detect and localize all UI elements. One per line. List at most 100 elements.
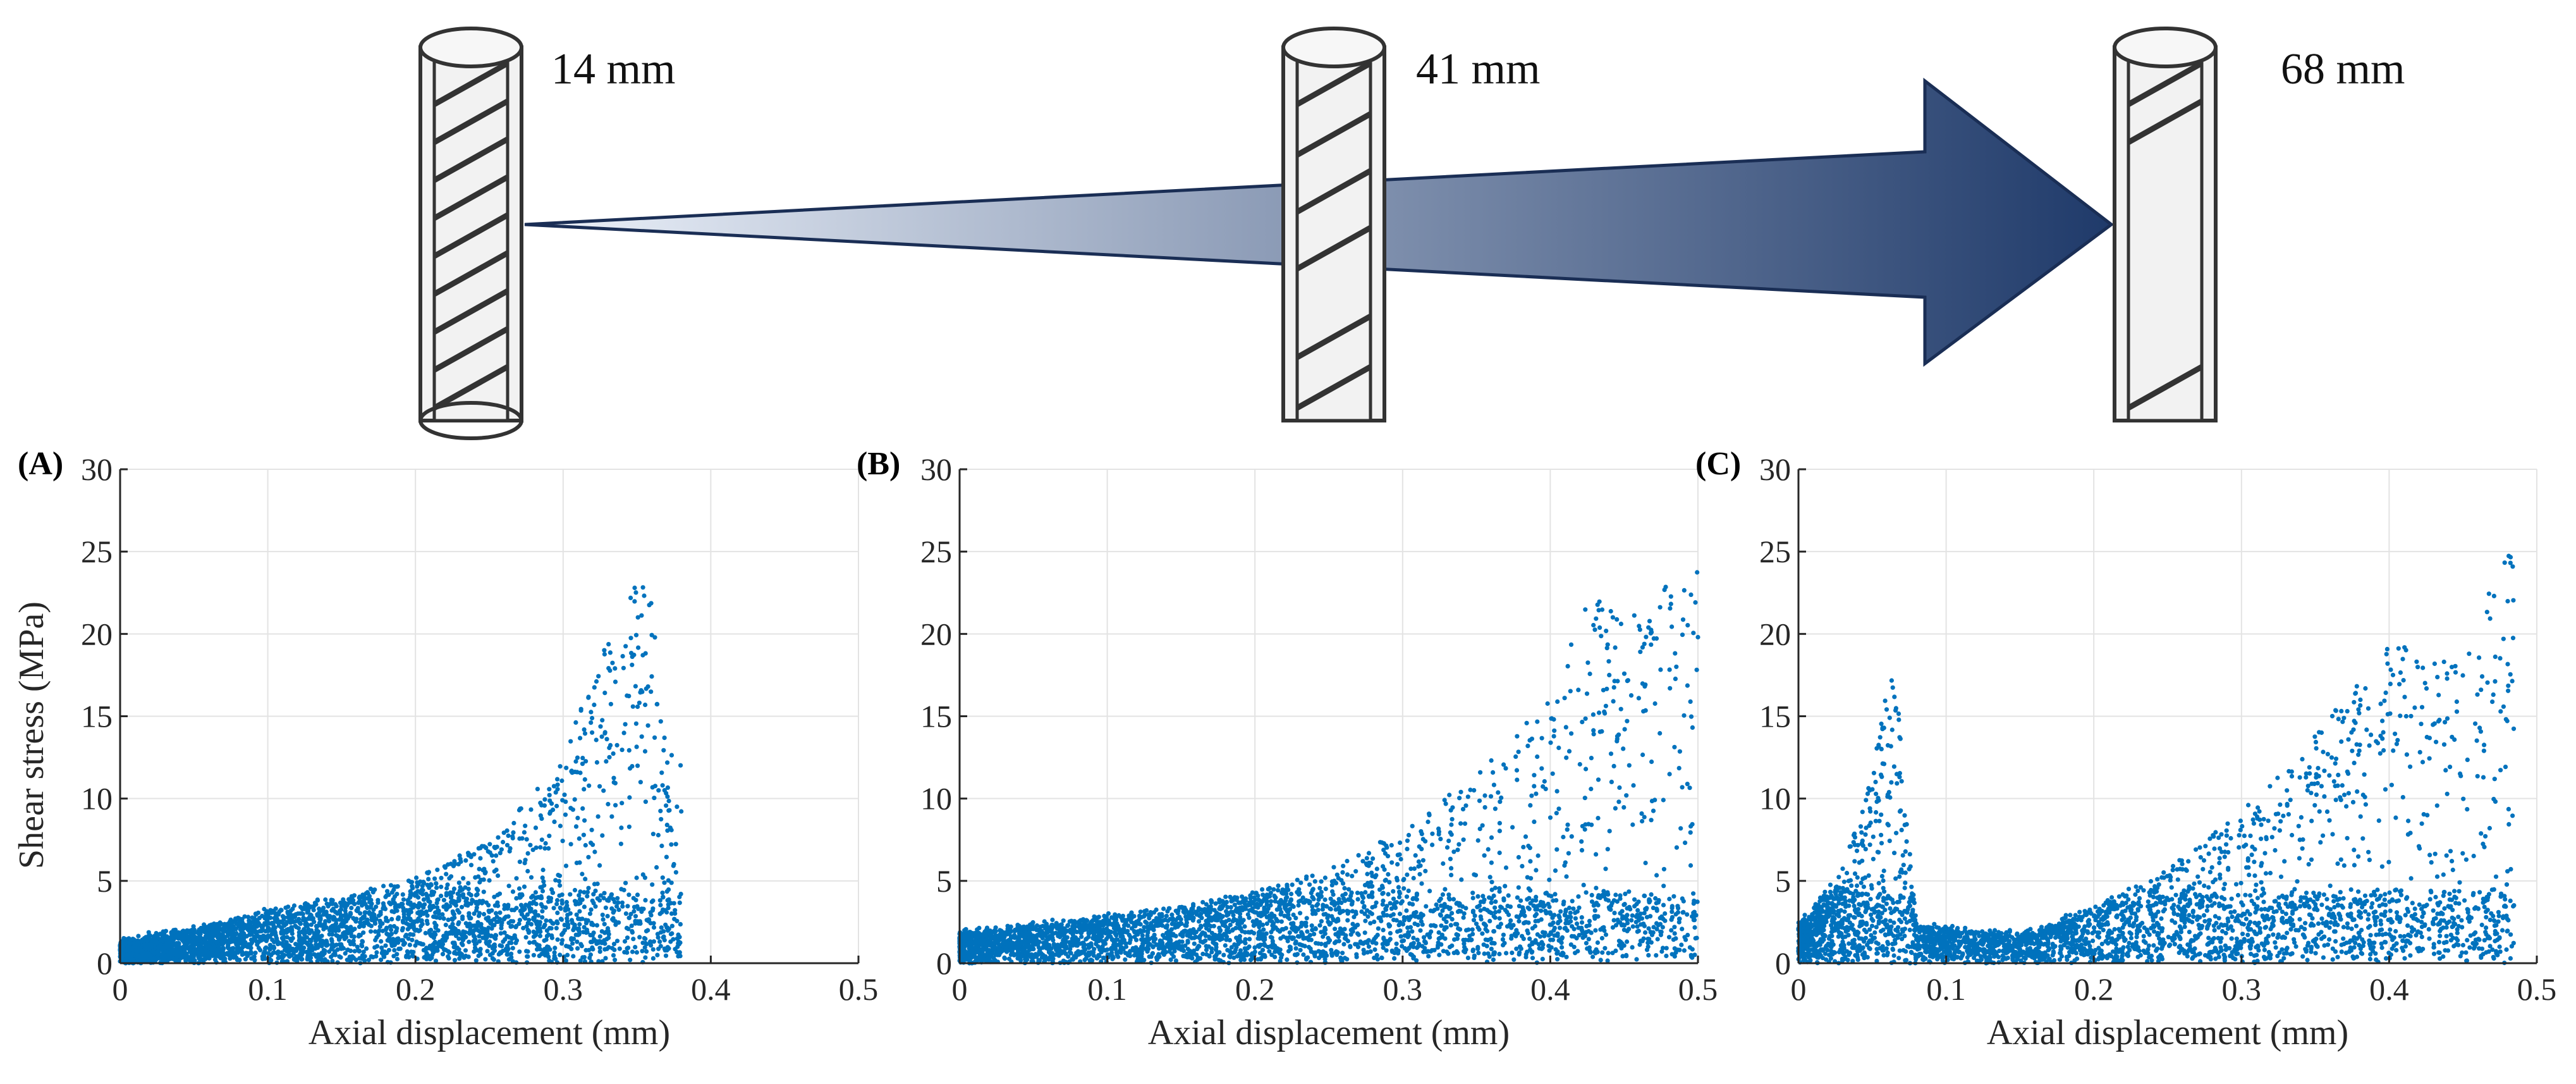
data-point (537, 953, 542, 958)
data-point (456, 928, 461, 933)
data-point (1345, 872, 1350, 877)
data-point (1547, 877, 1552, 882)
data-point (613, 666, 618, 671)
data-point (319, 933, 324, 939)
data-point (573, 824, 579, 829)
data-point (353, 958, 358, 963)
data-point (382, 949, 388, 954)
data-point (637, 700, 642, 705)
data-point (308, 939, 314, 944)
data-point (1527, 936, 1532, 941)
data-point (563, 863, 569, 868)
data-point (453, 903, 459, 908)
data-point (1646, 952, 1651, 958)
data-point (492, 944, 497, 949)
data-point (1491, 770, 1496, 775)
data-point (361, 915, 366, 920)
data-point (1535, 719, 1540, 724)
data-point (467, 921, 472, 927)
data-point (524, 837, 529, 842)
data-point (166, 956, 171, 961)
data-point (616, 907, 621, 913)
data-point (1580, 720, 1585, 725)
data-point (437, 939, 443, 944)
data-point (594, 679, 599, 684)
data-point (554, 901, 559, 906)
data-point (284, 946, 289, 951)
data-point (1185, 940, 1190, 945)
data-point (678, 921, 683, 927)
data-point (633, 945, 638, 950)
data-point (661, 748, 666, 753)
data-point (379, 945, 384, 951)
data-point (444, 930, 449, 935)
data-point (538, 885, 543, 890)
data-point (577, 926, 582, 931)
data-point (661, 935, 666, 940)
data-point (578, 770, 583, 775)
data-point (1169, 921, 1175, 927)
data-point (665, 785, 670, 790)
data-point (429, 955, 434, 961)
data-point (1417, 872, 1422, 877)
data-point (444, 885, 449, 891)
data-point (1568, 910, 1573, 915)
data-point (550, 890, 555, 895)
data-point (401, 897, 406, 902)
data-point (1363, 918, 1368, 923)
data-point (296, 926, 301, 931)
panel-label: (A) (18, 446, 63, 482)
data-point (449, 900, 454, 905)
data-point (351, 934, 357, 939)
data-point (444, 890, 449, 896)
data-point (614, 939, 620, 944)
data-point (364, 946, 369, 951)
data-point (554, 803, 559, 809)
data-point (606, 945, 611, 950)
data-point (1649, 940, 1654, 945)
data-point (649, 913, 654, 918)
data-point (506, 884, 511, 889)
data-point (553, 878, 558, 883)
data-point (289, 953, 294, 958)
specimen-label-41mm: 41 mm (1416, 45, 1540, 94)
data-point (1528, 803, 1533, 808)
data-point (497, 851, 503, 856)
data-point (589, 841, 594, 846)
data-point (476, 846, 481, 851)
data-point (264, 922, 269, 927)
data-point (240, 920, 245, 925)
data-point (542, 846, 547, 851)
data-point (227, 937, 232, 942)
data-point (608, 742, 613, 748)
data-point (274, 915, 279, 920)
data-point (541, 879, 546, 884)
data-point (1510, 825, 1515, 830)
data-point (675, 918, 680, 923)
data-point (1279, 919, 1284, 924)
data-point (1601, 687, 1606, 693)
data-point (623, 880, 628, 885)
data-point (1489, 900, 1494, 905)
data-point (539, 837, 544, 842)
data-point (534, 845, 539, 850)
data-point (509, 951, 514, 956)
data-point (634, 744, 639, 749)
data-point (1606, 659, 1611, 664)
data-point (517, 949, 522, 954)
data-point (585, 894, 590, 899)
data-point (1514, 946, 1519, 951)
data-point (658, 902, 663, 908)
data-point (443, 922, 448, 928)
data-point (616, 900, 621, 905)
data-point (634, 875, 639, 880)
data-point (487, 943, 492, 949)
data-point (630, 654, 635, 659)
data-point (1611, 699, 1616, 704)
data-point (565, 952, 570, 958)
data-point (180, 929, 185, 934)
data-point (1673, 676, 1678, 681)
data-point (523, 935, 528, 940)
data-point (428, 932, 433, 937)
data-point (502, 902, 507, 908)
